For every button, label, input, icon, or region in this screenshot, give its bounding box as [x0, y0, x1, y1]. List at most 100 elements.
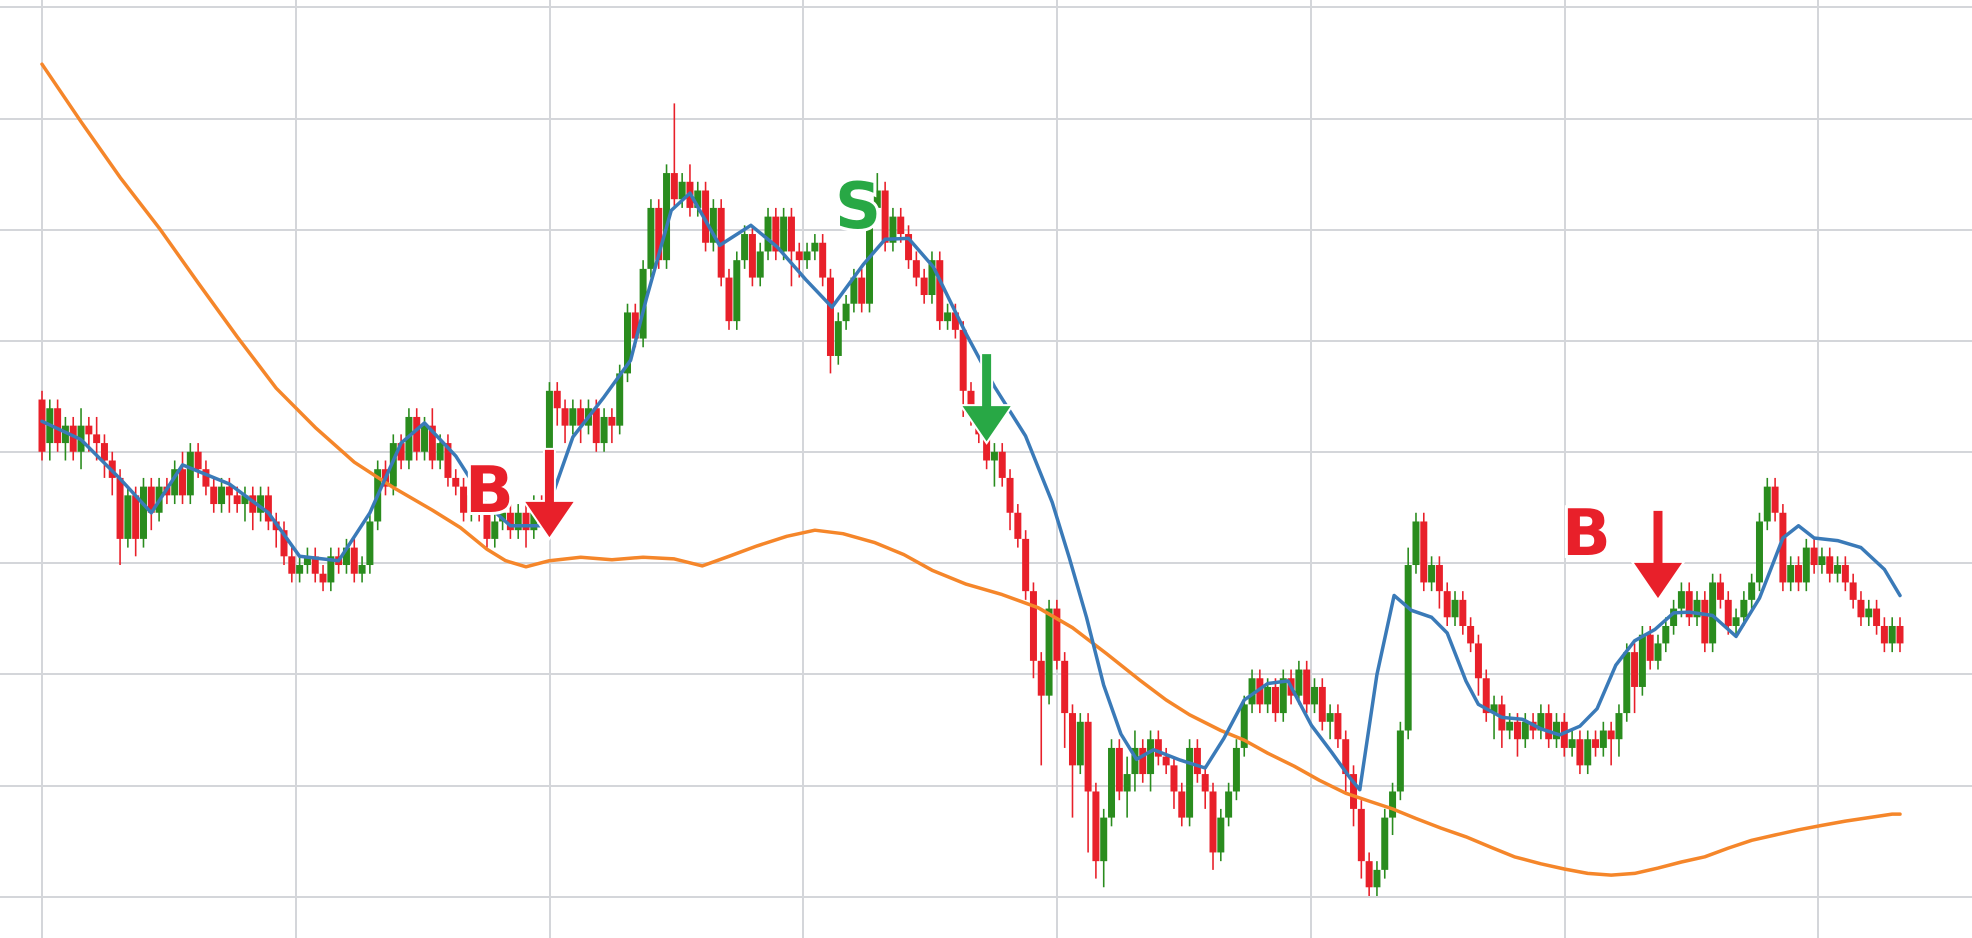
candle-body — [850, 277, 858, 304]
candle-body — [1490, 704, 1498, 714]
candle — [897, 207, 905, 243]
candle — [936, 251, 944, 330]
candle-body — [1662, 625, 1670, 644]
candle — [702, 181, 710, 252]
candle-body — [1599, 730, 1607, 748]
candle — [1256, 669, 1264, 714]
sell-signal-label: S — [835, 170, 881, 244]
candle — [319, 565, 327, 592]
candle-body — [647, 207, 655, 269]
candle — [1771, 477, 1779, 522]
candle — [990, 443, 998, 487]
candle — [764, 207, 772, 261]
candle — [1584, 730, 1592, 775]
candle-body — [1748, 582, 1756, 600]
buy-signal-label-1: B — [465, 454, 514, 528]
candle-body — [951, 312, 959, 330]
candle-body — [1053, 608, 1061, 661]
candle-body — [1248, 678, 1256, 705]
candle — [748, 225, 756, 287]
candle — [1201, 765, 1209, 809]
candle-body — [1537, 713, 1545, 731]
candle — [1217, 808, 1225, 862]
candle — [280, 521, 288, 566]
candle — [1186, 739, 1194, 827]
candle — [1084, 713, 1092, 853]
candle — [303, 547, 311, 574]
candle — [803, 242, 811, 269]
candle-body — [1076, 721, 1084, 766]
candle-body — [1818, 556, 1826, 566]
candle — [54, 399, 62, 452]
candle-body — [983, 434, 991, 461]
candle-body — [1709, 582, 1717, 644]
candle-body — [1045, 608, 1053, 696]
candle-body — [670, 173, 678, 200]
candle-body — [1849, 582, 1857, 600]
candle — [1888, 617, 1896, 653]
candle — [1896, 617, 1904, 653]
candle-body — [264, 495, 272, 522]
candle-body — [522, 512, 530, 531]
candle — [1373, 861, 1381, 896]
candle — [826, 268, 834, 374]
candle — [1537, 704, 1545, 740]
candle-body — [1209, 791, 1217, 853]
candle — [1061, 652, 1069, 748]
candle-body — [38, 399, 46, 452]
candle-body — [569, 408, 577, 426]
candle-body — [1467, 625, 1475, 644]
candle — [1303, 660, 1311, 714]
candle — [756, 242, 764, 287]
candle-body — [1061, 660, 1069, 714]
candle — [1365, 852, 1373, 896]
candle-body — [1654, 643, 1662, 661]
candle-body — [561, 408, 569, 426]
candle-body — [1724, 599, 1732, 626]
candle-body — [225, 486, 233, 496]
candle-body — [311, 556, 319, 574]
candle — [1420, 512, 1428, 592]
candle-body — [1771, 486, 1779, 513]
candle — [1490, 695, 1498, 740]
candle-body — [1014, 512, 1022, 539]
candle — [1662, 617, 1670, 653]
candle — [1795, 556, 1803, 592]
candle-body — [1826, 556, 1834, 574]
candle-body — [1178, 791, 1186, 818]
candle — [1381, 808, 1389, 879]
candle-body — [303, 556, 311, 566]
candle — [670, 103, 678, 208]
candle-body — [1365, 861, 1373, 888]
candle — [1108, 739, 1116, 827]
candle-body — [491, 521, 499, 539]
candle — [1615, 704, 1623, 757]
candle — [1576, 730, 1584, 775]
candle-body — [296, 565, 304, 574]
candle-body — [350, 547, 358, 574]
candle-body — [1186, 747, 1194, 818]
candle-body — [147, 486, 155, 513]
candle-body — [202, 469, 210, 487]
candle-body — [756, 251, 764, 278]
candle — [1076, 713, 1084, 775]
candle — [1100, 808, 1108, 888]
candle-body — [1521, 721, 1529, 740]
candle-body — [1880, 625, 1888, 644]
candle — [61, 416, 69, 461]
candle-body — [506, 512, 514, 531]
candle-body — [990, 451, 998, 461]
candle — [467, 486, 475, 522]
candle — [1279, 669, 1287, 722]
candle — [397, 434, 405, 470]
candle — [1045, 599, 1053, 705]
candle-body — [1638, 634, 1646, 687]
candle-body — [702, 190, 710, 243]
candle-body — [413, 416, 421, 452]
candle-body — [834, 321, 842, 356]
candle-body — [1459, 599, 1467, 626]
candle — [912, 251, 920, 287]
candle — [483, 504, 491, 548]
candle — [663, 164, 671, 269]
candle — [1139, 739, 1147, 783]
